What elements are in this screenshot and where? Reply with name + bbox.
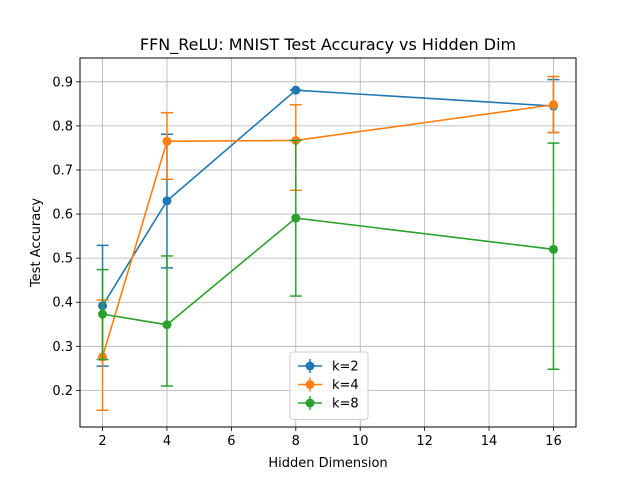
legend-marker xyxy=(305,380,315,389)
legend: k=2 k=4 k=8 xyxy=(289,351,369,420)
y-tick-label: 0.5 xyxy=(52,252,73,267)
legend-label: k=8 xyxy=(332,397,359,412)
y-tick-label: 0.2 xyxy=(52,384,73,399)
ticks: 2 4 6 8 10 12 14 16 0.2 0.3 0.4 0.5 0.6 0.7 0.8 0.9 xyxy=(52,75,561,449)
y-tick-label: 0.4 xyxy=(52,296,73,311)
y-tick-label: 0.6 xyxy=(52,208,73,223)
y-axis-label: Test Accuracy xyxy=(29,198,44,288)
legend-marker xyxy=(305,361,315,371)
legend-item-k=4: k=4 xyxy=(298,377,359,393)
x-tick-label: 8 xyxy=(292,434,300,449)
data-point xyxy=(98,309,108,319)
x-tick-label: 4 xyxy=(163,434,171,449)
data-point xyxy=(162,136,172,146)
data-point xyxy=(162,320,172,330)
legend-marker xyxy=(305,398,315,408)
series-line xyxy=(101,89,554,307)
series-line xyxy=(102,217,554,326)
x-tick-label: 12 xyxy=(416,434,433,449)
data-point xyxy=(291,85,301,95)
data-point xyxy=(162,196,172,206)
x-tick-label: 14 xyxy=(481,434,498,449)
series-k=8 xyxy=(96,139,560,387)
legend-label: k=2 xyxy=(332,360,359,375)
data-point xyxy=(291,213,301,223)
y-tick-label: 0.7 xyxy=(52,163,73,178)
x-axis-label: Hidden Dimension xyxy=(268,456,387,471)
x-tick-label: 6 xyxy=(227,434,235,449)
x-tick-label: 16 xyxy=(545,434,562,449)
chart-title: FFN_ReLU: MNIST Test Accuracy vs Hidden … xyxy=(140,35,516,55)
legend-item-k=8: k=8 xyxy=(298,396,359,412)
legend-label: k=4 xyxy=(332,378,359,393)
y-tick-label: 0.9 xyxy=(52,75,73,90)
plot-frame xyxy=(79,57,577,428)
x-tick-label: 10 xyxy=(352,434,369,449)
legend-item-k=2: k=2 xyxy=(298,359,359,375)
series-line xyxy=(101,103,554,358)
data-point xyxy=(548,244,558,254)
x-tick-label: 2 xyxy=(98,434,106,449)
y-tick-label: 0.3 xyxy=(52,340,73,355)
y-tick-label: 0.8 xyxy=(52,119,73,134)
series-layer xyxy=(96,75,560,411)
data-point xyxy=(548,100,558,110)
